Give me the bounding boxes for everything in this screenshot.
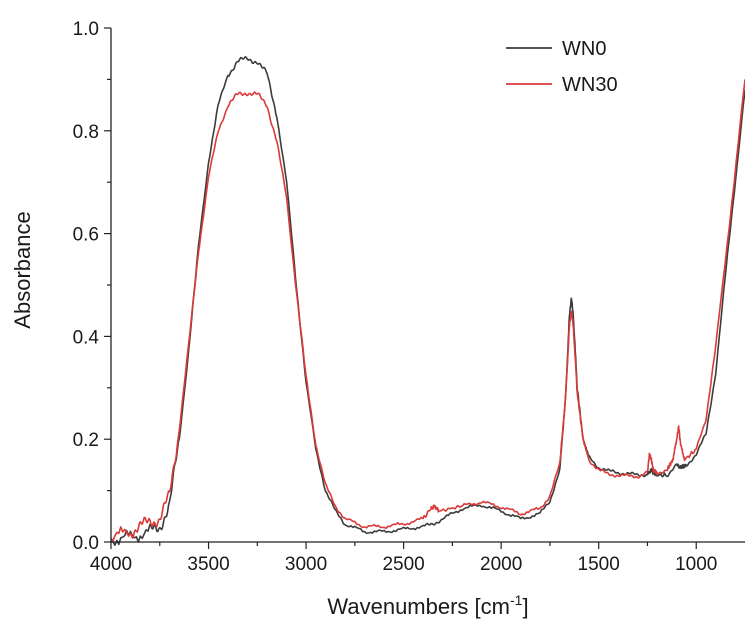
y-ticks: 0.0 0.2 0.4 0.6 0.8 1.0 xyxy=(73,19,111,554)
x-axis-title-suffix: ] xyxy=(522,594,528,619)
x-tick-label: 4000 xyxy=(90,554,132,575)
y-tick-label: 0.2 xyxy=(73,430,99,451)
legend-label: WN0 xyxy=(562,38,606,60)
y-tick-label: 0.4 xyxy=(73,327,100,348)
x-tick-label: 3000 xyxy=(285,554,327,575)
y-axis-title: Absorbance xyxy=(10,211,35,328)
y-tick-label: 0.8 xyxy=(73,122,99,143)
x-tick-label: 3500 xyxy=(187,554,229,575)
y-tick-label: 0.6 xyxy=(73,225,99,246)
x-tick-label: 2500 xyxy=(382,554,424,575)
x-axis-title: Wavenumbers [cm-1] xyxy=(327,592,528,619)
series-line-wn0 xyxy=(110,56,745,546)
series-group xyxy=(110,56,745,546)
x-ticks: 4000 3500 3000 2500 2000 1500 1000 xyxy=(90,542,717,575)
plot-area: 4000 3500 3000 2500 2000 1500 1000 0.00.20.40.… xyxy=(73,19,745,575)
x-tick-label: 2000 xyxy=(480,554,522,575)
legend-label: WN30 xyxy=(562,74,618,96)
x-axis-title-superscript: -1 xyxy=(510,592,523,608)
series-line-wn30 xyxy=(110,79,745,542)
x-tick-label: 1000 xyxy=(675,554,717,575)
x-tick-label: 1500 xyxy=(578,554,620,575)
y-tick-label: 0.0 xyxy=(73,533,99,554)
x-axis-title-main: Wavenumbers [cm xyxy=(327,594,510,619)
y-tick-label: 1.0 xyxy=(73,19,99,40)
legend: WN0 WN30 xyxy=(506,38,618,96)
